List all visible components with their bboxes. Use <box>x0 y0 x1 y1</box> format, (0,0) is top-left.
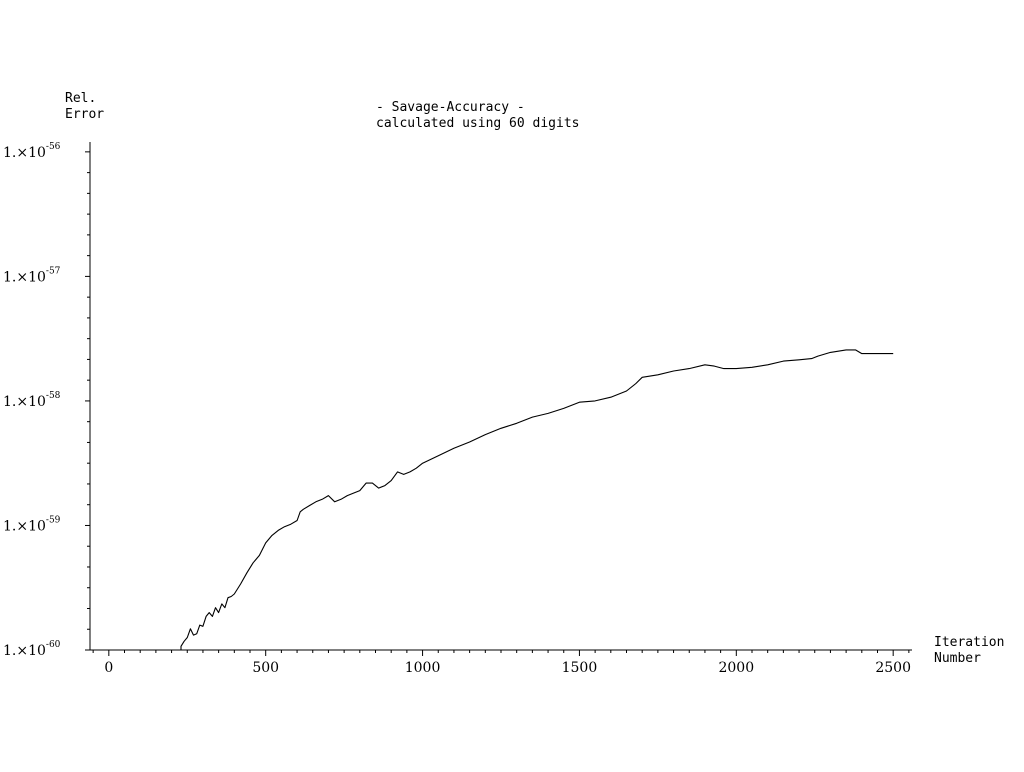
series-line-0 <box>180 349 894 650</box>
chart-title: - Savage-Accuracy - <box>376 100 525 115</box>
y-tick-exponent: -60 <box>46 640 61 650</box>
x-tick-label: 500 <box>252 660 279 676</box>
y-tick-label: 1.×10-58 <box>3 391 61 410</box>
chart-subtitle: calculated using 60 digits <box>376 116 580 131</box>
y-tick-label: 1.×10-59 <box>3 515 61 534</box>
x-axis-label-line-2: Number <box>934 651 981 666</box>
y-tick-mantissa: 1.×10 <box>3 643 46 659</box>
y-tick-exponent: -56 <box>46 142 61 152</box>
y-tick-mantissa: 1.×10 <box>3 394 46 410</box>
x-tick-label: 2500 <box>875 660 911 676</box>
y-tick-mantissa: 1.×10 <box>3 518 46 534</box>
y-tick-exponent: -58 <box>46 391 61 401</box>
x-tick-label: 1000 <box>405 660 441 676</box>
x-tick-label: 2000 <box>718 660 754 676</box>
series-layer <box>180 349 894 650</box>
x-axis-label-line-1: Iteration <box>934 635 1004 650</box>
y-tick-exponent: -59 <box>46 515 61 525</box>
y-tick-label: 1.×10-60 <box>3 640 61 659</box>
y-tick-mantissa: 1.×10 <box>3 145 46 161</box>
y-tick-label: 1.×10-57 <box>3 266 61 285</box>
y-tick-label: 1.×10-56 <box>3 142 61 161</box>
y-axis-label-line-2: Error <box>65 107 104 122</box>
axes-layer: 0 500 1000 1500 2000 25001.×10-561.×10-571.×1… <box>3 142 912 676</box>
y-tick-exponent: -57 <box>46 266 61 276</box>
x-tick-label: 1500 <box>562 660 598 676</box>
y-axis-label-line-1: Rel. <box>65 91 96 106</box>
y-tick-mantissa: 1.×10 <box>3 269 46 285</box>
x-tick-label: 0 <box>104 660 113 676</box>
